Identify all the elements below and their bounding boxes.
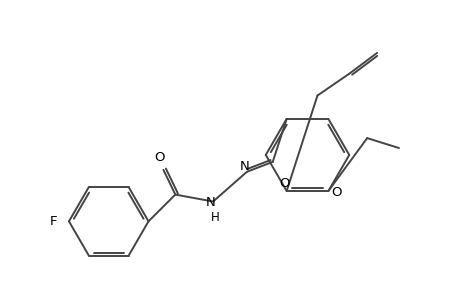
Text: O: O bbox=[330, 187, 341, 200]
Text: O: O bbox=[154, 151, 164, 164]
Text: O: O bbox=[279, 177, 289, 190]
Text: N: N bbox=[240, 160, 249, 173]
Text: F: F bbox=[50, 215, 57, 228]
Text: N: N bbox=[206, 196, 216, 209]
Text: H: H bbox=[210, 212, 219, 224]
